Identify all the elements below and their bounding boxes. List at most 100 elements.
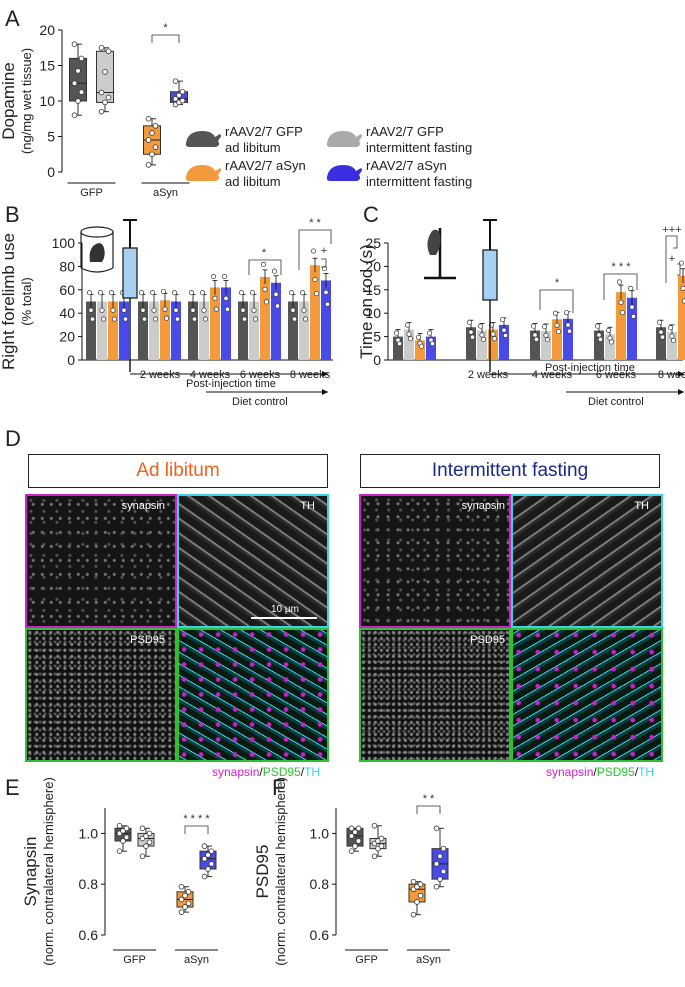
data-point <box>98 44 105 51</box>
panel-label-f: F <box>272 775 285 800</box>
data-point <box>145 162 152 168</box>
data-point <box>396 341 403 347</box>
significance-label: +++ <box>662 224 681 236</box>
bar <box>260 276 270 360</box>
data-point <box>151 307 157 313</box>
x-tick-label: 6 weeks <box>240 369 281 381</box>
data-point <box>404 322 411 328</box>
x-tick-label: 8 weeks <box>290 369 331 381</box>
bar <box>426 336 436 360</box>
data-point <box>477 323 484 329</box>
y-axis-units: (% total) <box>19 277 34 325</box>
significance-bracket <box>248 259 282 275</box>
bar <box>171 301 181 360</box>
significance-bracket <box>677 263 681 276</box>
data-point <box>680 285 685 291</box>
data-point <box>597 336 604 342</box>
micrograph-psd95-if: PSD95 <box>359 628 511 762</box>
data-point <box>618 299 624 305</box>
significance-label: * * <box>423 793 435 805</box>
y-tick-label: 1.0 <box>79 825 99 841</box>
adlib-header: Ad libitum <box>28 454 328 488</box>
legend-line1: rAAV2/7 GFP <box>366 124 444 139</box>
synapsin-label: synapsin <box>461 500 505 512</box>
data-point <box>352 843 358 849</box>
data-point <box>669 333 675 339</box>
data-point <box>110 307 116 313</box>
data-point <box>221 274 228 280</box>
legend-line1: rAAV2/7 GFP <box>225 124 303 139</box>
y-tick-label: 10 <box>365 305 381 321</box>
data-point <box>670 337 677 343</box>
data-point <box>629 304 635 310</box>
data-point <box>658 329 664 335</box>
data-point <box>532 332 538 338</box>
caption-slash: / <box>593 765 597 779</box>
data-point <box>178 883 185 890</box>
data-point <box>437 876 443 882</box>
data-point <box>437 853 443 860</box>
y-tick-label: 20 <box>365 258 381 274</box>
y-tick-label: 25 <box>365 235 381 251</box>
data-point <box>199 290 206 296</box>
data-point <box>313 291 320 297</box>
y-axis-label: PSD95 <box>253 845 272 899</box>
data-point <box>152 144 159 150</box>
y-tick-label: 40 <box>59 305 75 321</box>
data-point <box>75 68 81 74</box>
data-point <box>238 290 245 296</box>
data-point <box>417 881 424 887</box>
data-point <box>120 838 126 844</box>
data-point <box>429 341 436 347</box>
data-point <box>78 89 85 95</box>
y-axis-label: Right forelimb use <box>0 233 18 370</box>
micrograph-synapsin-if: synapsin <box>359 494 511 628</box>
data-point <box>406 331 412 337</box>
diet-control-label: Diet control <box>232 396 288 408</box>
data-point <box>105 48 112 55</box>
significance-label: * <box>555 277 560 289</box>
data-point <box>262 286 268 292</box>
data-point <box>149 130 155 136</box>
data-point <box>201 307 207 313</box>
data-point <box>415 334 422 340</box>
data-point <box>627 285 634 291</box>
synapsin-label: synapsin <box>121 500 165 512</box>
data-point <box>466 319 473 325</box>
data-point <box>185 900 192 907</box>
significance-label: * * <box>309 217 321 229</box>
scale-label: 10 µm <box>271 604 299 615</box>
bar <box>119 301 129 360</box>
data-point <box>468 329 474 335</box>
data-point <box>116 822 123 829</box>
panel-label-b: B <box>5 202 20 227</box>
data-point <box>201 873 208 880</box>
micrograph-synapsin-adlib: synapsin <box>25 494 177 628</box>
chart-a: 0 5 10 15 20 Dopamine (ng/mg wet tissue) GFP aSy… <box>0 22 190 199</box>
data-point <box>143 843 149 849</box>
adlib-title: Ad libitum <box>136 460 220 481</box>
data-point <box>176 92 182 99</box>
data-point <box>596 332 602 338</box>
data-point <box>274 303 281 309</box>
syringe-icon-c <box>482 219 498 372</box>
data-point <box>324 301 331 307</box>
significance-bracket <box>416 805 441 814</box>
y-tick-label: 100 <box>52 235 76 251</box>
data-point <box>108 290 115 296</box>
data-point <box>78 55 85 62</box>
data-point <box>202 316 209 322</box>
data-point <box>260 261 267 268</box>
y-tick-label: 0.8 <box>79 876 99 892</box>
x-tick-label: 2 weeks <box>468 369 509 381</box>
data-point <box>89 316 96 322</box>
bar <box>160 300 170 360</box>
data-point <box>121 307 127 313</box>
bar <box>656 327 666 360</box>
data-point <box>172 78 179 84</box>
data-point <box>224 306 231 312</box>
data-point <box>213 306 220 312</box>
caption-slash: / <box>300 765 305 779</box>
micrograph-psd95-adlib: PSD95 <box>25 628 177 762</box>
